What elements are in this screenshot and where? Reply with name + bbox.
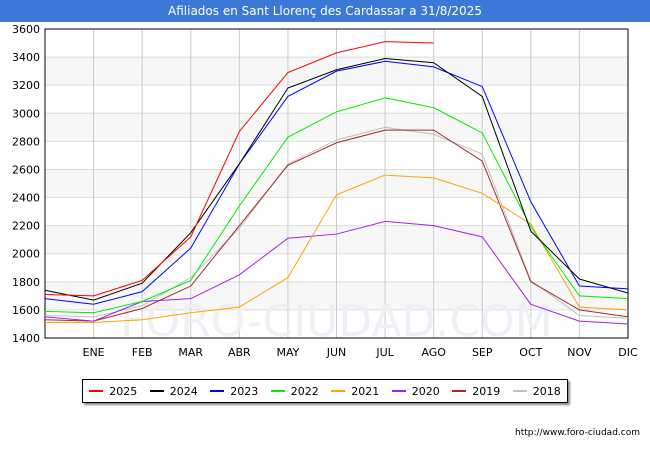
legend: 2025 2024 2023 2022 2021 2020 2019 2018 [82, 379, 568, 403]
legend-item-2018: 2018 [512, 384, 561, 398]
legend-label: 2018 [532, 384, 561, 398]
y-tick-label: 3400 [12, 51, 40, 64]
y-tick-label: 2800 [12, 135, 40, 148]
y-tick-label: 3200 [12, 79, 40, 92]
legend-item-2025: 2025 [89, 385, 137, 398]
legend-item-2020: 2020 [391, 384, 440, 398]
x-tick-label: JUL [375, 346, 394, 359]
legend-swatch [270, 390, 285, 392]
y-tick-label: 1400 [12, 332, 40, 345]
legend-swatch [452, 390, 467, 392]
legend-label: 2021 [351, 384, 380, 398]
x-tick-label: MAR [178, 346, 203, 359]
legend-item-2023: 2023 [210, 385, 258, 398]
legend-swatch [512, 390, 527, 392]
series-line-2025 [44, 41, 434, 297]
x-tick-label: AGO [421, 346, 446, 359]
legend-swatch [331, 390, 346, 392]
legend-label: 2024 [169, 384, 198, 398]
y-tick-label: 1800 [12, 276, 40, 289]
y-tick-label: 2000 [12, 248, 40, 261]
series-line-2019 [44, 129, 629, 322]
chart-title: Afiliados en Sant Llorenç des Cardassar … [0, 0, 650, 22]
legend-label: 2025 [109, 384, 138, 398]
legend-label: 2020 [411, 384, 440, 398]
y-tick-label: 1600 [12, 304, 40, 317]
y-tick-label: 2400 [12, 192, 40, 205]
y-tick-label: 3000 [12, 107, 40, 120]
legend-swatch [210, 390, 225, 392]
x-tick-label: MAY [276, 346, 299, 359]
legend-item-2019: 2019 [452, 385, 500, 398]
series-line-2021 [45, 174, 629, 324]
x-tick-label: SEP [472, 346, 493, 359]
series-line-2018 [44, 126, 629, 319]
y-tick-label: 3600 [12, 23, 40, 36]
x-tick-label: JUN [326, 346, 347, 359]
legend-swatch [149, 390, 164, 392]
x-tick-label: ABR [228, 346, 251, 359]
x-tick-label: FEB [132, 346, 153, 359]
legend-label: 2022 [290, 384, 319, 398]
x-tick-label: ENE [83, 346, 105, 359]
series-line-2023 [44, 60, 629, 305]
y-tick-label: 2600 [12, 163, 40, 176]
watermark: FORO-CIUDAD.COM [120, 296, 553, 347]
legend-swatch [391, 390, 406, 392]
series-line-2022 [44, 97, 629, 314]
legend-swatch [89, 390, 104, 392]
x-tick-label: NOV [567, 346, 592, 359]
y-tick-label: 2200 [12, 220, 40, 233]
x-tick-label: OCT [519, 346, 542, 359]
plot-border [44, 28, 629, 339]
legend-label: 2023 [230, 384, 259, 398]
series-line-2024 [44, 57, 629, 301]
legend-item-2024: 2024 [149, 384, 198, 398]
legend-label: 2019 [472, 384, 501, 398]
legend-item-2022: 2022 [270, 384, 319, 398]
legend-item-2021: 2021 [331, 385, 379, 398]
x-tick-label: DIC [618, 346, 638, 359]
source-url[interactable]: http://www.foro-ciudad.com [515, 428, 640, 438]
